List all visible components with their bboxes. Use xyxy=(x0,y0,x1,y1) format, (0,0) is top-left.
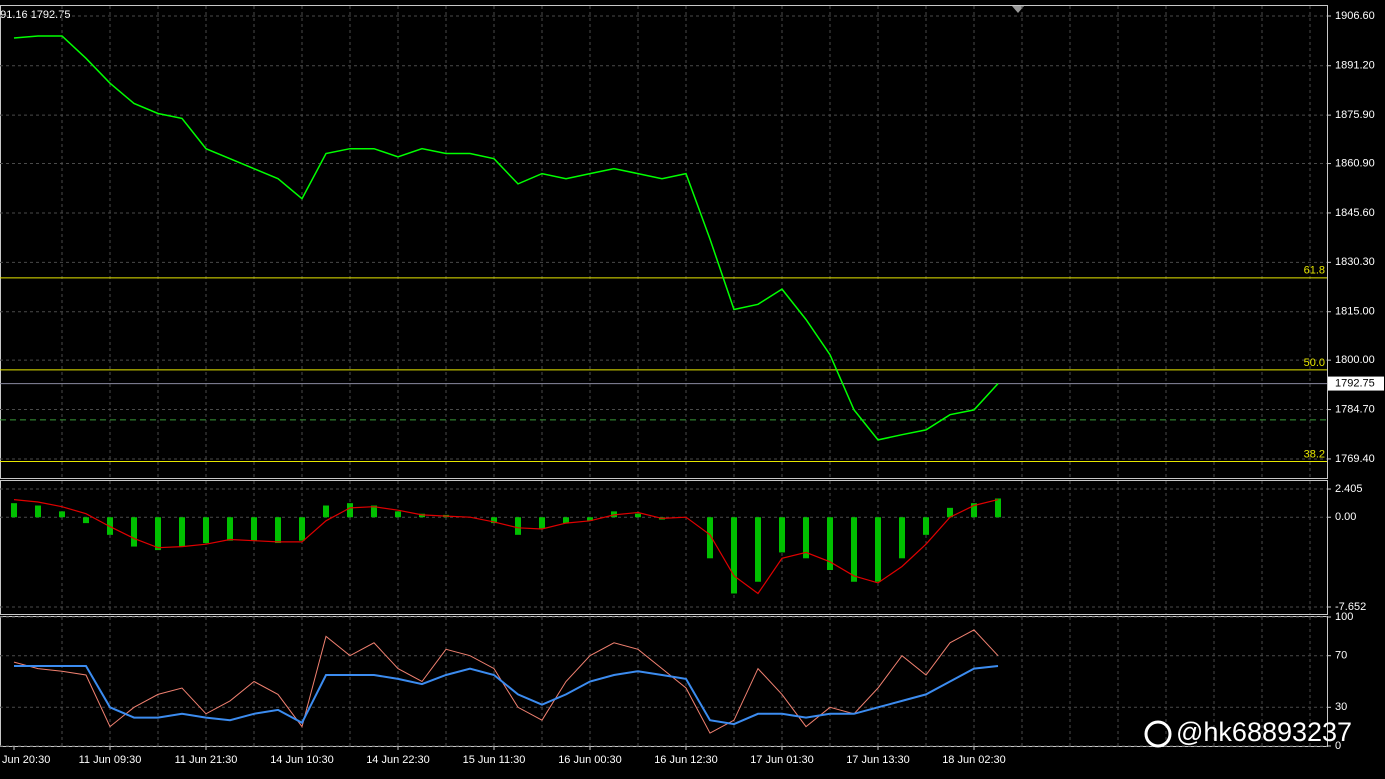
y-tick-label: 1830.30 xyxy=(1335,256,1375,268)
oscillator-frame xyxy=(0,616,1328,747)
histogram-bar xyxy=(707,517,713,559)
histogram-bar xyxy=(203,517,209,544)
histogram-bar xyxy=(947,507,953,518)
price-line xyxy=(13,35,999,441)
histogram-bar xyxy=(11,503,17,518)
fib-label: 61.8 xyxy=(1304,265,1325,277)
histogram-bar xyxy=(971,503,977,518)
histogram-bar xyxy=(371,505,377,518)
y-tick-label: 30 xyxy=(1335,701,1347,713)
signal-line xyxy=(13,499,999,595)
x-tick-label: 14 Jun 22:30 xyxy=(366,754,430,766)
price-header: 791.16 1792.75 xyxy=(0,9,70,21)
histogram-bar xyxy=(395,511,401,518)
y-tick-label: 1815.00 xyxy=(1335,306,1375,318)
y-tick-label: -7.652 xyxy=(1335,601,1366,613)
x-tick-label: 16 Jun 12:30 xyxy=(654,754,718,766)
histogram-bar xyxy=(179,517,185,547)
histogram-bar xyxy=(875,517,881,582)
histogram-bar xyxy=(923,517,929,535)
x-tick-label: 18 Jun 02:30 xyxy=(942,754,1006,766)
histogram-bar xyxy=(899,517,905,559)
y-tick-label: 1860.90 xyxy=(1335,157,1375,169)
watermark-icon xyxy=(1144,720,1172,748)
histogram-bar xyxy=(227,517,233,541)
histogram-bar xyxy=(131,517,137,547)
histogram-bar xyxy=(563,517,569,524)
x-tick-label: 17 Jun 13:30 xyxy=(846,754,910,766)
shift-marker xyxy=(1012,6,1024,13)
current-price-box xyxy=(1328,376,1384,391)
x-tick-label: 16 Jun 00:30 xyxy=(558,754,622,766)
current-price-label: 1792.75 xyxy=(1335,377,1375,389)
oscillator-line xyxy=(14,665,999,726)
histogram-bar xyxy=(755,517,761,582)
y-tick-label: 1800.00 xyxy=(1335,354,1375,366)
x-tick-label: 15 Jun 11:30 xyxy=(463,754,526,766)
histogram-bar xyxy=(995,498,1001,518)
oscillator-line xyxy=(13,629,999,734)
x-tick-label: 11 Jun 09:30 xyxy=(79,754,142,766)
y-tick-label: 100 xyxy=(1335,611,1353,623)
histogram-bar xyxy=(851,517,857,582)
price-frame xyxy=(0,5,1328,479)
histogram-bar xyxy=(635,513,641,518)
histogram-bar xyxy=(323,505,329,518)
histogram-bar xyxy=(59,511,65,518)
fib-label: 50.0 xyxy=(1304,357,1325,369)
histogram-bar xyxy=(515,517,521,535)
histogram-bar xyxy=(491,517,497,524)
histogram-bar xyxy=(587,517,593,521)
y-tick-label: 70 xyxy=(1335,650,1347,662)
x-tick-label: 14 Jun 10:30 xyxy=(270,754,334,766)
x-tick-label: Jun 20:30 xyxy=(2,754,50,766)
y-tick-label: 0.00 xyxy=(1335,511,1356,523)
watermark: @hk68893237 xyxy=(1176,717,1352,747)
histogram-bar xyxy=(83,517,89,524)
x-tick-label: 11 Jun 21:30 xyxy=(175,754,238,766)
histogram-bar xyxy=(347,503,353,518)
y-tick-label: 1906.60 xyxy=(1335,10,1375,22)
y-tick-label: 1875.90 xyxy=(1335,109,1375,121)
fib-label: 38.2 xyxy=(1304,448,1325,460)
y-tick-label: 2.405 xyxy=(1335,483,1363,495)
histogram-bar xyxy=(299,517,305,541)
histogram-bar xyxy=(779,517,785,553)
histogram-bar xyxy=(251,517,257,541)
macd-frame xyxy=(0,480,1328,615)
histogram-bar xyxy=(731,517,737,594)
y-tick-label: 0 xyxy=(1335,740,1341,752)
watermark-group: @hk68893237 xyxy=(1144,717,1352,748)
y-tick-label: 1769.40 xyxy=(1335,453,1375,465)
histogram-bar xyxy=(803,517,809,559)
histogram-bar xyxy=(155,517,161,551)
histogram-bar xyxy=(275,517,281,544)
y-tick-label: 1845.60 xyxy=(1335,207,1375,219)
histogram-bar xyxy=(827,517,833,571)
y-tick-label: 1784.70 xyxy=(1335,403,1375,415)
histogram-bar xyxy=(539,517,545,529)
y-tick-label: 1891.20 xyxy=(1335,60,1375,72)
histogram-bar xyxy=(35,505,41,518)
x-tick-label: 17 Jun 01:30 xyxy=(750,754,814,766)
